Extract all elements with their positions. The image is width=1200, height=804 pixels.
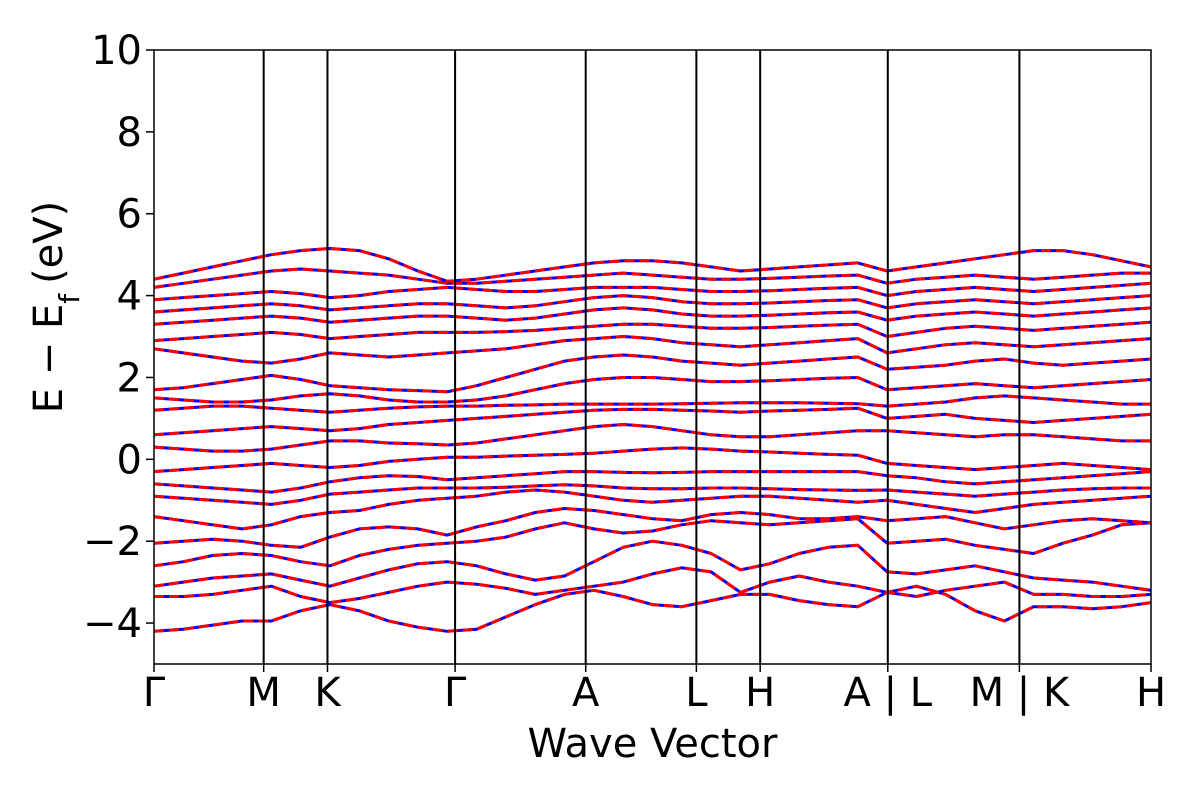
band-spin-down-line bbox=[153, 294, 1152, 314]
band-spin-down-line bbox=[153, 247, 1152, 283]
band-spin-down-line bbox=[153, 353, 1152, 394]
band-spin-down-line bbox=[153, 423, 1151, 453]
y-axis-title-unit: (eV) bbox=[26, 201, 72, 284]
x-tick-label: Γ bbox=[143, 670, 166, 716]
y-tick-label: −2 bbox=[83, 519, 142, 565]
band-spin-down-line bbox=[154, 566, 1152, 605]
bands-layer bbox=[153, 247, 1152, 633]
x-axis-title: Wave Vector bbox=[528, 721, 779, 767]
band-spin-down-line bbox=[153, 517, 1152, 568]
y-tick-label: 2 bbox=[117, 355, 142, 401]
y-axis-ticks: −4 −2 0 2 4 6 8 10 bbox=[83, 28, 154, 647]
band-spin-down-line bbox=[153, 394, 1151, 414]
band-spin-up-line bbox=[153, 488, 1152, 531]
band-spin-down-line bbox=[153, 488, 1152, 531]
band-spin-down-line bbox=[153, 306, 1152, 326]
x-tick-label: Γ bbox=[444, 670, 467, 716]
band-spin-down-line bbox=[153, 320, 1152, 343]
y-tick-label: 6 bbox=[117, 192, 142, 238]
band-spin-down-line bbox=[153, 584, 1152, 633]
band-spin-down-line bbox=[153, 376, 1152, 404]
band-spin-down-line bbox=[153, 446, 1152, 474]
band-spin-down-line bbox=[153, 483, 1151, 506]
band-spin-down-line bbox=[153, 539, 1152, 592]
band-spin-up-line bbox=[153, 406, 1152, 437]
y-tick-label: 10 bbox=[91, 28, 142, 74]
x-tick-label: A | L bbox=[844, 670, 933, 716]
x-tick-label: M | K bbox=[970, 670, 1071, 716]
plot-frame bbox=[153, 49, 1152, 665]
high-symmetry-lines bbox=[262, 50, 1021, 664]
x-tick-label: K bbox=[314, 670, 342, 716]
y-tick-label: −4 bbox=[83, 601, 142, 647]
x-tick-label: L bbox=[685, 670, 708, 716]
band-spin-down-line bbox=[153, 507, 1152, 549]
y-axis-title-main: E − E bbox=[26, 304, 72, 414]
y-axis-title-subscript: f bbox=[53, 293, 86, 304]
x-tick-label: A bbox=[572, 670, 600, 716]
band-spin-down-line bbox=[153, 406, 1152, 437]
x-tick-label: M bbox=[246, 670, 281, 716]
band-spin-up-line bbox=[153, 446, 1152, 474]
y-axis-title: E − Ef (eV) bbox=[26, 201, 86, 414]
band-spin-up-line bbox=[153, 267, 1151, 289]
band-spin-down-line bbox=[153, 267, 1151, 289]
x-tick-label: H bbox=[745, 670, 775, 716]
x-tick-label: H bbox=[1136, 670, 1166, 716]
band-spin-down-line bbox=[153, 470, 1152, 494]
y-tick-label: 0 bbox=[117, 437, 142, 483]
y-tick-label: 8 bbox=[117, 110, 142, 156]
band-spin-down-line bbox=[153, 335, 1152, 365]
band-spin-down-line bbox=[153, 281, 1152, 302]
y-tick-label: 4 bbox=[117, 274, 142, 320]
